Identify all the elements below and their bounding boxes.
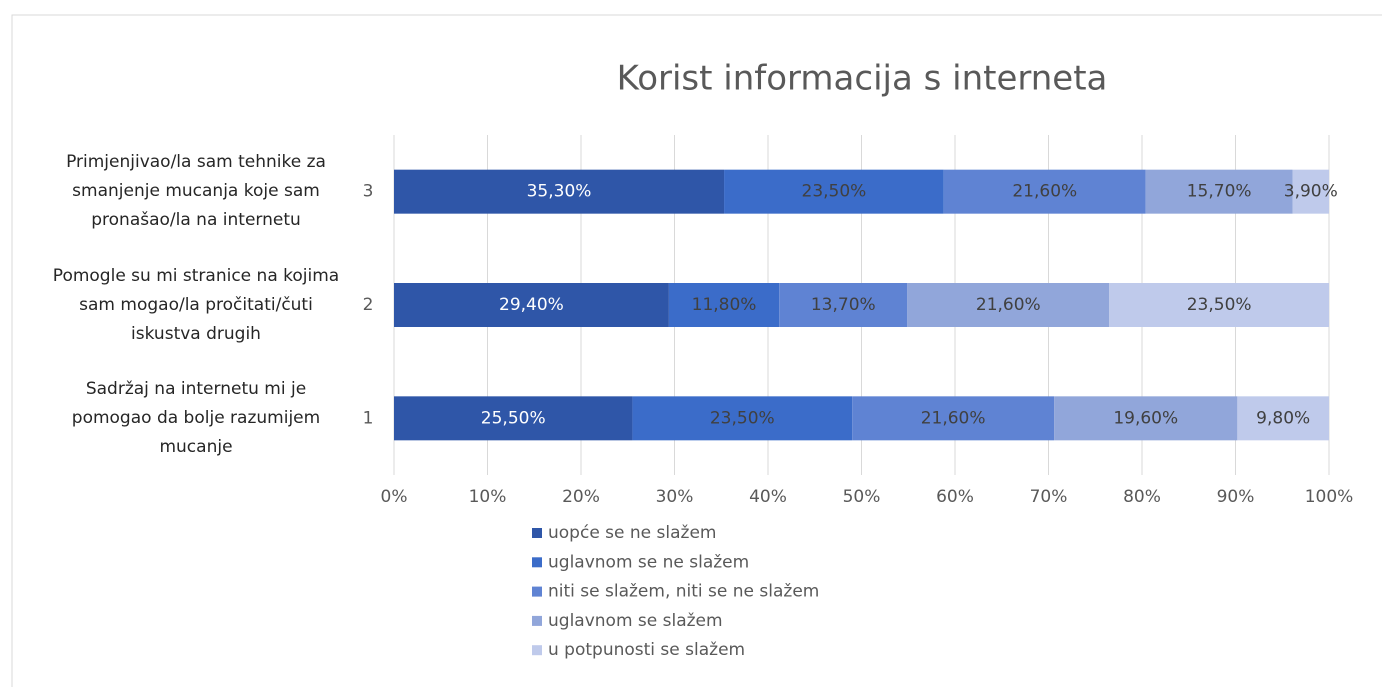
legend-label: niti se slažem, niti se ne slažem <box>548 582 819 602</box>
x-tick-label: 10% <box>469 487 507 507</box>
bar-segment <box>1292 169 1329 214</box>
x-tick-label: 0% <box>381 487 408 507</box>
legend-swatch <box>532 645 542 656</box>
bar-segment <box>724 169 944 214</box>
legend-label: u potpunosti se slažem <box>548 640 745 660</box>
y-tick-label: 1 <box>363 408 374 428</box>
data-label: 21,60% <box>976 295 1041 315</box>
category-description: Primjenjivao/la sam tehnike za smanjenje… <box>66 152 326 231</box>
bar-segment <box>632 396 853 441</box>
category-description: Pomogle su mi stranice na kojima sam mog… <box>52 265 340 344</box>
data-label: 35,30% <box>527 182 592 202</box>
x-tick-label: 70% <box>1030 487 1068 507</box>
data-label: 21,60% <box>1012 182 1077 202</box>
x-tick-label: 60% <box>936 487 974 507</box>
legend-swatch <box>532 586 542 597</box>
data-label: 25,50% <box>481 408 546 428</box>
x-tick-label: 30% <box>656 487 694 507</box>
category-description: Sadržaj na internetu mi je pomogao da bo… <box>71 378 321 457</box>
data-label: 21,60% <box>921 408 986 428</box>
bar-segment <box>394 169 725 214</box>
data-label: 15,70% <box>1187 182 1252 202</box>
data-label: 29,40% <box>499 295 564 315</box>
legend-label: uglavnom se slažem <box>548 611 723 631</box>
x-tick-label: 40% <box>749 487 787 507</box>
legend-label: uglavnom se ne slažem <box>548 552 749 572</box>
bar-segment <box>668 283 780 327</box>
x-tick-label: 100% <box>1305 487 1354 507</box>
data-label: 23,50% <box>802 182 867 202</box>
y-tick-label: 2 <box>363 295 374 315</box>
data-label: 9,80% <box>1256 408 1310 428</box>
bar-segment <box>1237 396 1329 441</box>
data-label: 11,80% <box>692 295 757 315</box>
bar-segment <box>1054 396 1238 441</box>
x-tick-label: 90% <box>1217 487 1255 507</box>
bar-segment <box>394 283 669 327</box>
y-tick-label: 3 <box>363 182 374 202</box>
x-tick-label: 80% <box>1123 487 1161 507</box>
bar-segment <box>779 283 908 327</box>
legend-label: uopće se ne slažem <box>548 523 716 543</box>
data-label: 23,50% <box>1187 295 1252 315</box>
bar-segment <box>394 396 633 441</box>
data-label: 13,70% <box>811 295 876 315</box>
data-label: 23,50% <box>710 408 775 428</box>
bar-segment <box>943 169 1146 214</box>
data-label: 19,60% <box>1113 408 1178 428</box>
chart-title: Korist informacija s interneta <box>617 59 1108 99</box>
legend-swatch <box>532 528 542 538</box>
legend-swatch <box>532 615 542 626</box>
x-tick-label: 20% <box>562 487 600 507</box>
data-label: 3,90% <box>1284 182 1338 202</box>
bar-segment <box>907 283 1110 327</box>
x-tick-label: 50% <box>843 487 881 507</box>
chart-frame <box>11 14 1382 687</box>
bar-segment <box>1109 283 1329 327</box>
bar-segment <box>1145 169 1293 214</box>
legend-swatch <box>532 557 542 568</box>
bar-segment <box>852 396 1055 441</box>
